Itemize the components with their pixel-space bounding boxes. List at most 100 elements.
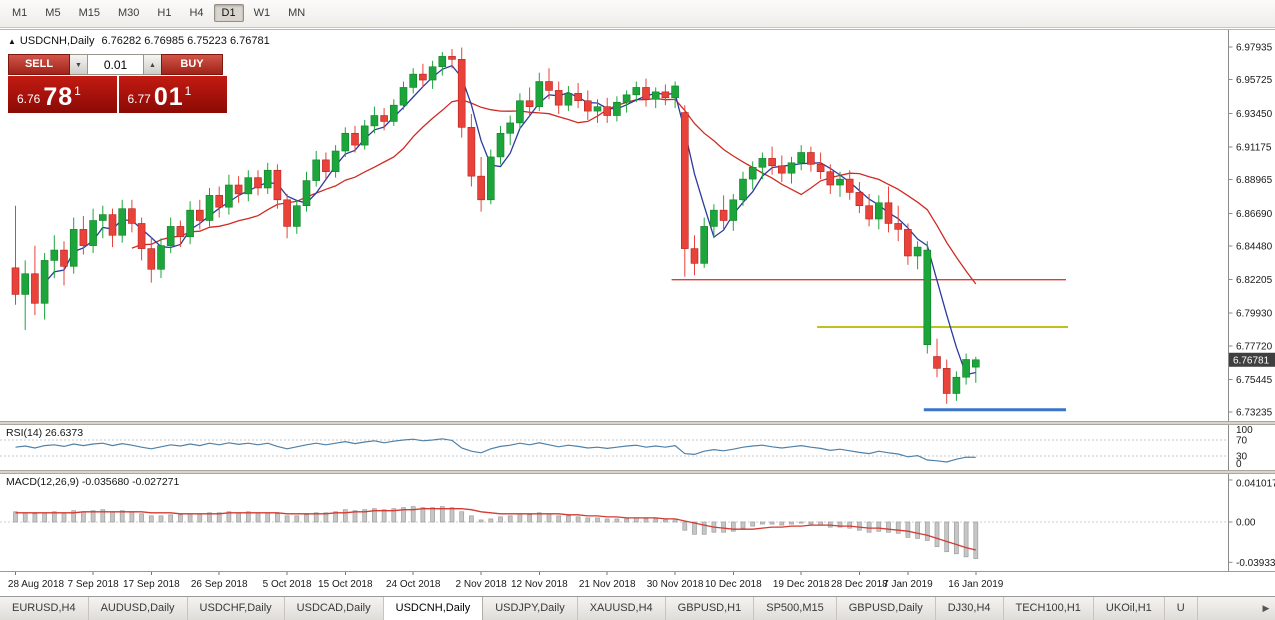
- date-axis: 28 Aug 2018 7 Sep 2018 17 Sep 2018 26 Sep 2…: [0, 571, 1275, 596]
- svg-text:6.86690: 6.86690: [1236, 209, 1273, 220]
- svg-text:6.75445: 6.75445: [1236, 375, 1273, 386]
- svg-text:16 Jan 2019: 16 Jan 2019: [948, 579, 1003, 590]
- chart-symbol-period: USDCNH,Daily: [19, 35, 95, 47]
- symbol-tab-audusd-daily[interactable]: AUDUSD,Daily: [89, 597, 188, 620]
- buy-button[interactable]: BUY: [161, 54, 223, 75]
- symbol-tab-usdcad-daily[interactable]: USDCAD,Daily: [285, 597, 384, 620]
- macd-histogram: [13, 506, 979, 559]
- timeframe-toolbar: M1 M5 M15 M30 H1 H4 D1 W1 MN: [0, 0, 1275, 28]
- macd-signal-line: [15, 508, 976, 551]
- svg-text:28 Aug 2018: 28 Aug 2018: [8, 579, 65, 590]
- sell-button[interactable]: SELL: [8, 54, 70, 75]
- svg-text:6.77720: 6.77720: [1236, 341, 1273, 352]
- svg-text:6.93450: 6.93450: [1236, 109, 1273, 120]
- bid-price-base: 6.76: [17, 92, 41, 106]
- svg-text:2 Nov 2018: 2 Nov 2018: [456, 579, 508, 590]
- macd-pane[interactable]: 0.041017 0.00 -0.039332 MACD(12,26,9) -0.0…: [0, 474, 1275, 571]
- timeframe-m5[interactable]: M5: [45, 7, 61, 19]
- macd-indicator-label: MACD(12,26,9) -0.035680 -0.027271: [6, 476, 180, 488]
- tab-scroll-right-icon[interactable]: ▶: [1262, 603, 1270, 613]
- svg-text:6.73235: 6.73235: [1236, 408, 1273, 419]
- symbol-tab-sp500-m15[interactable]: SP500,M15: [754, 597, 837, 620]
- timeframe-mn[interactable]: MN: [288, 7, 306, 19]
- chart-window-icon: ▲: [8, 37, 16, 46]
- symbol-tab-gbpusd-daily[interactable]: GBPUSD,Daily: [837, 597, 936, 620]
- ask-price-pips: 01: [153, 83, 184, 111]
- ask-price-pipette: 1: [184, 84, 192, 98]
- chevron-up-icon: ▲: [149, 62, 156, 69]
- volume-input[interactable]: [87, 54, 144, 75]
- symbol-tab-tech100-h1[interactable]: TECH100,H1: [1004, 597, 1094, 620]
- candles: [11, 47, 980, 404]
- bid-price-tile[interactable]: 6.76 78 1: [8, 76, 117, 113]
- rsi-line: [15, 438, 976, 463]
- date-ticks: 28 Aug 2018 7 Sep 2018 17 Sep 2018 26 Sep 2…: [8, 572, 1004, 590]
- horizontal-level-lines[interactable]: [671, 278, 1068, 412]
- rsi-pane[interactable]: 100 70 30 0 RSI(14) 26.6373: [0, 425, 1275, 470]
- timeframe-w1[interactable]: W1: [253, 7, 271, 19]
- chart-window[interactable]: 6.97935 6.95725 6.93450 6.91175 6.88965 6.866…: [0, 29, 1275, 596]
- bid-price-pipette: 1: [74, 84, 81, 98]
- symbol-tab-xauusd-h4[interactable]: XAUUSD,H4: [578, 597, 666, 620]
- svg-text:0: 0: [1236, 459, 1242, 470]
- macd-canvas[interactable]: 0.041017 0.00 -0.039332: [0, 474, 1275, 571]
- price-axis: 6.97935 6.95725 6.93450 6.91175 6.88965 6.866…: [1228, 30, 1273, 421]
- price-pane[interactable]: 6.97935 6.95725 6.93450 6.91175 6.88965 6.866…: [0, 30, 1275, 421]
- symbol-tab-ukoil-h1[interactable]: UKOil,H1: [1094, 597, 1165, 620]
- current-price-badge: 6.76781: [1229, 352, 1275, 367]
- timeframe-m15[interactable]: M15: [78, 7, 100, 19]
- svg-text:5 Oct 2018: 5 Oct 2018: [263, 579, 312, 590]
- svg-text:26 Sep 2018: 26 Sep 2018: [191, 579, 248, 590]
- timeframe-m30[interactable]: M30: [117, 7, 140, 19]
- svg-text:15 Oct 2018: 15 Oct 2018: [318, 579, 373, 590]
- svg-text:30: 30: [1236, 452, 1248, 463]
- rsi-indicator-label: RSI(14) 26.6373: [6, 427, 84, 439]
- volume-increase-button[interactable]: ▲: [144, 54, 161, 75]
- ask-price-base: 6.77: [127, 92, 151, 106]
- svg-text:7 Sep 2018: 7 Sep 2018: [68, 579, 120, 590]
- timeframe-h1[interactable]: H1: [157, 7, 172, 19]
- symbol-tab-gbpusd-h1[interactable]: GBPUSD,H1: [666, 597, 755, 620]
- svg-text:0.00: 0.00: [1236, 518, 1256, 529]
- symbol-tab-dj30-h4[interactable]: DJ30,H4: [936, 597, 1004, 620]
- symbol-tab-u[interactable]: U: [1165, 597, 1198, 620]
- ask-price-tile[interactable]: 6.77 01 1: [118, 76, 227, 113]
- pane-splitter[interactable]: [0, 470, 1275, 474]
- svg-text:6.88965: 6.88965: [1236, 175, 1273, 186]
- date-axis-canvas: 28 Aug 2018 7 Sep 2018 17 Sep 2018 26 Sep 2…: [8, 572, 1004, 590]
- symbol-tabbar: EURUSD,H4 AUDUSD,Daily USDCHF,Daily USDCAD,…: [0, 596, 1275, 620]
- svg-text:6.97935: 6.97935: [1236, 43, 1273, 54]
- one-click-trade-panel: SELL ▼ ▲ BUY 6.76 78 1 6.77 01: [8, 54, 227, 113]
- symbol-tab-eurusd-h4[interactable]: EURUSD,H4: [0, 597, 89, 620]
- symbol-tab-usdchf-daily[interactable]: USDCHF,Daily: [188, 597, 285, 620]
- svg-text:-0.039332: -0.039332: [1236, 558, 1275, 569]
- svg-text:10 Dec 2018: 10 Dec 2018: [705, 579, 762, 590]
- svg-text:6.79930: 6.79930: [1236, 309, 1273, 320]
- timeframe-h4[interactable]: H4: [189, 7, 204, 19]
- pane-splitter[interactable]: [0, 421, 1275, 425]
- symbol-tab-usdcnh-daily[interactable]: USDCNH,Daily: [383, 597, 484, 620]
- macd-axis: 0.041017 0.00 -0.039332: [1228, 474, 1275, 571]
- volume-decrease-button[interactable]: ▼: [70, 54, 87, 75]
- svg-text:6.84480: 6.84480: [1236, 241, 1273, 252]
- svg-text:0.041017: 0.041017: [1236, 479, 1275, 490]
- price-chart-canvas[interactable]: 6.97935 6.95725 6.93450 6.91175 6.88965 6.866…: [0, 30, 1275, 421]
- ma-slow-line: [131, 97, 977, 285]
- timeframe-d1[interactable]: D1: [213, 4, 244, 22]
- svg-text:21 Nov 2018: 21 Nov 2018: [579, 579, 636, 590]
- svg-text:6.82205: 6.82205: [1236, 275, 1273, 286]
- svg-text:6.91175: 6.91175: [1236, 142, 1272, 153]
- svg-text:24 Oct 2018: 24 Oct 2018: [386, 579, 441, 590]
- svg-text:70: 70: [1236, 436, 1248, 447]
- svg-text:7 Jan 2019: 7 Jan 2019: [883, 579, 933, 590]
- bid-price-pips: 78: [43, 83, 74, 111]
- svg-text:30 Nov 2018: 30 Nov 2018: [647, 579, 704, 590]
- svg-text:12 Nov 2018: 12 Nov 2018: [511, 579, 568, 590]
- svg-text:17 Sep 2018: 17 Sep 2018: [123, 579, 180, 590]
- svg-text:6.95725: 6.95725: [1236, 75, 1273, 86]
- timeframe-m1[interactable]: M1: [12, 7, 28, 19]
- symbol-tab-usdjpy-daily[interactable]: USDJPY,Daily: [483, 597, 578, 620]
- svg-text:6.76781: 6.76781: [1233, 355, 1270, 366]
